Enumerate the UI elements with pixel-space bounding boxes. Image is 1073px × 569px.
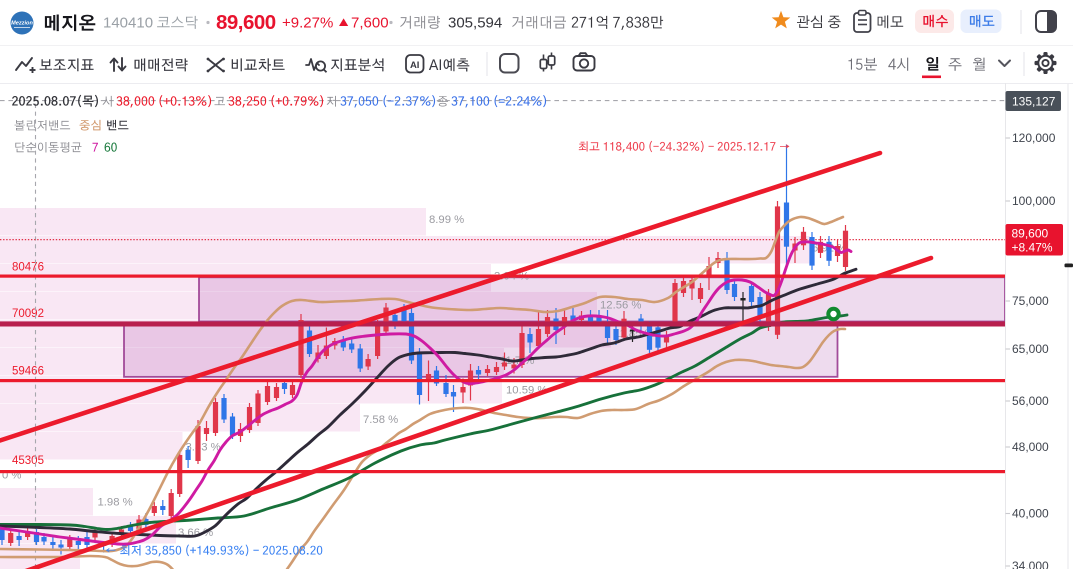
svg-text:34,000: 34,000: [1012, 559, 1049, 569]
svg-text:305,594: 305,594: [448, 15, 502, 32]
svg-text:+8.47%: +8.47%: [1012, 241, 1053, 255]
svg-text:8.99 %: 8.99 %: [429, 214, 464, 226]
svg-text:59466: 59466: [12, 366, 44, 378]
svg-text:Mezzion: Mezzion: [11, 21, 33, 27]
svg-text:70092: 70092: [12, 308, 44, 320]
svg-text:65,000: 65,000: [1012, 342, 1049, 356]
svg-text:135,127: 135,127: [1012, 95, 1056, 109]
svg-text:3.83 %: 3.83 %: [186, 442, 221, 454]
svg-text:45305: 45305: [12, 455, 44, 467]
svg-text:48,000: 48,000: [1012, 440, 1049, 454]
svg-text:120,000: 120,000: [1012, 131, 1056, 145]
svg-text:40,000: 40,000: [1012, 507, 1049, 521]
svg-text:75,000: 75,000: [1012, 294, 1049, 308]
svg-text:7.58 %: 7.58 %: [363, 414, 398, 426]
svg-text:89,600: 89,600: [216, 11, 276, 34]
svg-text:56,000: 56,000: [1012, 394, 1049, 408]
svg-text:1.98 %: 1.98 %: [98, 497, 133, 509]
svg-text:+9.27%: +9.27%: [282, 15, 333, 32]
svg-text:AI: AI: [410, 60, 420, 71]
svg-text:80476: 80476: [12, 262, 44, 274]
svg-text:7,600: 7,600: [351, 15, 389, 32]
svg-text:140410: 140410: [103, 15, 153, 32]
svg-text:89,600: 89,600: [1012, 227, 1049, 241]
svg-text:12.56 %: 12.56 %: [600, 300, 641, 312]
svg-text:100,000: 100,000: [1012, 194, 1056, 208]
